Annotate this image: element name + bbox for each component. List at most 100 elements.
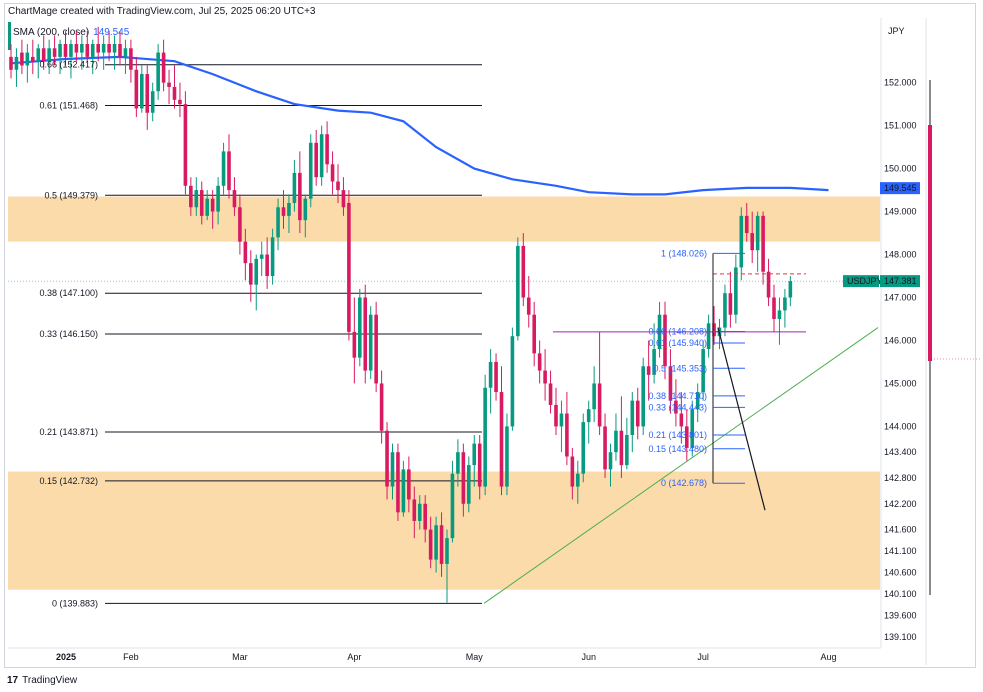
candle-body bbox=[548, 383, 553, 405]
fib-small-level-label: 0.15 (143.480) bbox=[648, 444, 707, 454]
bearish-candle bbox=[646, 340, 651, 401]
candle-body bbox=[417, 503, 422, 521]
bearish-candle bbox=[20, 39, 24, 75]
price-axis-tick: 142.200 bbox=[884, 499, 917, 509]
price-axis-tick: 140.100 bbox=[884, 589, 917, 599]
bearish-candle bbox=[679, 392, 684, 444]
candle-body bbox=[178, 99, 182, 105]
candle-body bbox=[788, 281, 793, 298]
bearish-candle bbox=[570, 447, 575, 500]
bullish-candle bbox=[777, 297, 782, 345]
candle-body bbox=[363, 297, 368, 371]
bullish-candle bbox=[592, 366, 596, 423]
bullish-candle bbox=[783, 288, 787, 328]
candle-body bbox=[723, 293, 727, 328]
bearish-candle bbox=[494, 353, 498, 401]
bullish-candle bbox=[630, 392, 635, 453]
bullish-candle bbox=[734, 254, 738, 324]
bullish-candle bbox=[472, 435, 477, 487]
candle-body bbox=[635, 400, 640, 427]
candle-body bbox=[619, 430, 624, 466]
candle-body bbox=[630, 400, 635, 436]
candle-body bbox=[374, 314, 378, 384]
candle-body bbox=[25, 52, 30, 66]
bullish-candle bbox=[101, 35, 106, 70]
bullish-candle bbox=[390, 443, 395, 500]
price-axis-tick: 141.100 bbox=[884, 546, 917, 556]
candle-body bbox=[701, 349, 705, 393]
bearish-candle bbox=[499, 366, 504, 496]
bearish-candle bbox=[249, 250, 253, 302]
candle-body bbox=[238, 207, 242, 242]
bullish-candle bbox=[581, 413, 586, 483]
candle-body bbox=[47, 48, 51, 62]
bearish-candle bbox=[543, 349, 547, 401]
candle-body bbox=[221, 151, 226, 186]
candle-body bbox=[554, 404, 558, 427]
candle-body bbox=[641, 366, 645, 427]
bullish-candle bbox=[586, 400, 591, 444]
bearish-candle bbox=[663, 301, 667, 380]
bearish-candle bbox=[396, 443, 400, 521]
bullish-candle bbox=[625, 417, 629, 470]
candle-body bbox=[423, 503, 427, 530]
candle-body bbox=[107, 43, 111, 53]
bullish-candle bbox=[303, 194, 308, 238]
candle-body bbox=[9, 56, 13, 70]
bullish-candle bbox=[270, 228, 275, 285]
time-axis-label: Aug bbox=[820, 652, 836, 662]
candle-body bbox=[156, 52, 160, 92]
bullish-candle bbox=[483, 374, 487, 496]
candle-body bbox=[559, 413, 564, 427]
bearish-candle bbox=[210, 190, 215, 229]
bullish-candle bbox=[150, 82, 155, 122]
sma-legend[interactable]: SMA (200, close) 149.545 bbox=[13, 27, 129, 38]
price-chart[interactable]: 0.66 (152.417) 0.61 (151.468) 0.5 (149.379… bbox=[0, 0, 983, 670]
symbol-badge bbox=[843, 275, 879, 288]
bearish-candle bbox=[172, 65, 177, 109]
candle-body bbox=[412, 499, 417, 521]
bearish-candle bbox=[183, 91, 188, 195]
bullish-candle bbox=[788, 276, 793, 307]
candle-body bbox=[227, 151, 231, 191]
candle-body bbox=[330, 164, 335, 182]
bearish-candle bbox=[521, 233, 526, 307]
bullish-candle bbox=[401, 460, 406, 517]
bearish-candle bbox=[712, 306, 716, 345]
price-axis-tick: 140.600 bbox=[884, 568, 917, 578]
bullish-candle bbox=[69, 39, 73, 79]
price-axis-tick: 144.000 bbox=[884, 421, 917, 431]
bearish-candle bbox=[178, 82, 182, 118]
last-price-badge-text: 147.381 bbox=[884, 276, 917, 286]
fib-main-level-label: 0.66 (152.417) bbox=[39, 60, 98, 70]
bullish-candle bbox=[641, 357, 645, 436]
candle-body bbox=[706, 323, 711, 350]
candle-body bbox=[396, 452, 400, 513]
candle-body bbox=[140, 74, 144, 109]
candle-body bbox=[755, 215, 760, 251]
bullish-candle bbox=[614, 413, 618, 461]
candle-body bbox=[358, 297, 362, 358]
bearish-candle bbox=[526, 276, 531, 328]
candle-body bbox=[505, 426, 509, 487]
bearish-candle bbox=[199, 181, 204, 225]
time-axis-label: Jul bbox=[697, 652, 709, 662]
candle-body bbox=[319, 134, 324, 178]
candle-body bbox=[118, 43, 122, 57]
candle-body bbox=[472, 443, 477, 466]
last-price-badge bbox=[880, 275, 920, 288]
bullish-candle bbox=[755, 211, 760, 272]
bearish-candle bbox=[412, 486, 417, 539]
candle-body bbox=[347, 202, 351, 332]
bullish-candle bbox=[690, 400, 695, 457]
candle-body bbox=[695, 392, 700, 410]
fib-small-level-label: 0.33 (144.443) bbox=[648, 402, 707, 412]
bearish-candle bbox=[281, 190, 286, 229]
candle-body bbox=[439, 525, 444, 564]
candle-body bbox=[58, 43, 62, 57]
bearish-candle bbox=[603, 413, 607, 478]
candle-body bbox=[308, 142, 313, 199]
candle-body bbox=[674, 400, 678, 414]
bullish-candle bbox=[216, 177, 220, 225]
candle-body bbox=[570, 456, 575, 487]
